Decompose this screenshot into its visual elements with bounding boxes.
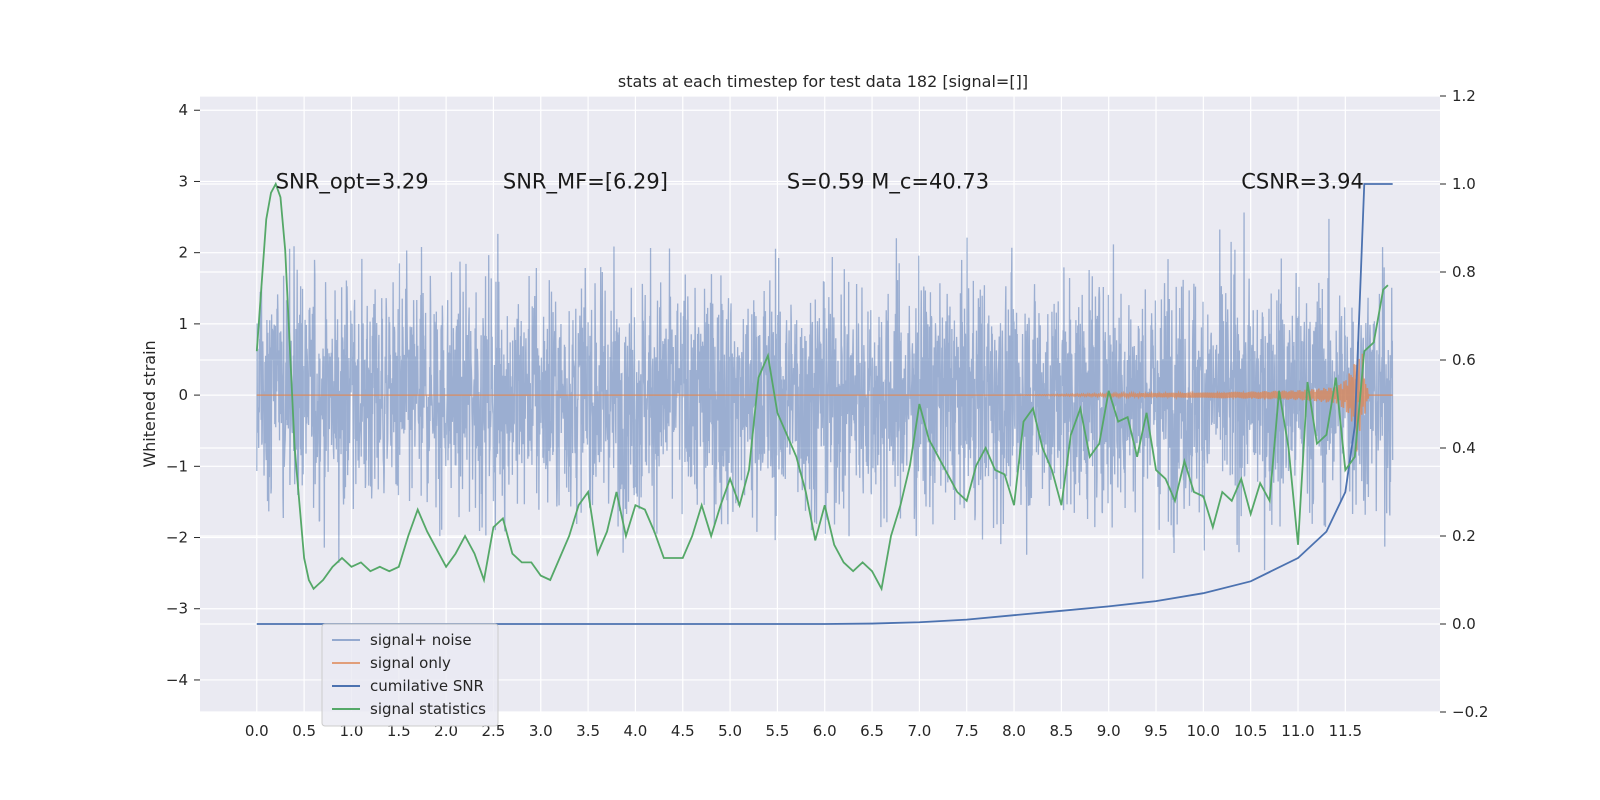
y-tick-label: −2: [166, 529, 188, 547]
signal-noise-series: [256, 212, 1394, 579]
y-tick-label: 2: [178, 244, 188, 262]
axes: 0.0 0.5 1.0 1.5 2.0 2.5 3.0 3.5 4.0 4.5 5.0 5.5 6.0 6…: [166, 87, 1489, 740]
y-tick-label: −4: [166, 671, 188, 689]
y-tick-label: 0: [178, 386, 188, 404]
y2-tick-label: 0.8: [1452, 263, 1476, 281]
y-axis-label: Whitened strain: [140, 340, 159, 467]
y2-tick-label: 0.0: [1452, 615, 1476, 633]
y-tick-label: −1: [166, 457, 188, 475]
x-tick-label: 4.5: [671, 722, 695, 740]
legend-label: signal+ noise: [370, 631, 472, 649]
y-tick-label: 1: [178, 315, 188, 333]
annotation-csnr: CSNR=3.94: [1241, 169, 1364, 193]
x-tick-label: 5.5: [765, 722, 789, 740]
cumulative-snr-line: [256, 183, 1393, 625]
signal-statistics-line: [255, 181, 1389, 592]
legend-label: signal only: [370, 654, 451, 672]
y-tick-label: −3: [166, 600, 188, 618]
x-tick-label: 3.0: [529, 722, 553, 740]
y-tick-label: 3: [178, 172, 188, 190]
legend-box: [321, 623, 499, 727]
x-tick-label: 6.0: [813, 722, 837, 740]
x-tick-label: 11.0: [1281, 722, 1314, 740]
y2-tick-label: 0.4: [1452, 439, 1476, 457]
signal-noise-line: [256, 212, 1394, 579]
legend-label: cumilative SNR: [370, 677, 484, 695]
annotation-snr-opt: SNR_opt=3.29: [276, 169, 429, 194]
x-tick-label: 7.0: [907, 722, 931, 740]
legend: signal+ noise signal only cumilative SNR si…: [321, 623, 499, 727]
y2-tick-label: 0.6: [1452, 351, 1476, 369]
annotation-snr-mf: SNR_MF=[6.29]: [503, 169, 668, 194]
y2-tick-label: −0.2: [1452, 703, 1488, 721]
y2-tick-label: 0.2: [1452, 527, 1476, 545]
y2-tick-label: 1.2: [1452, 87, 1476, 105]
x-tick-label: 8.5: [1049, 722, 1073, 740]
x-tick-label: 9.0: [1097, 722, 1121, 740]
x-tick-label: 9.5: [1144, 722, 1168, 740]
x-tick-label: 10.0: [1187, 722, 1220, 740]
x-tick-label: 5.0: [718, 722, 742, 740]
x-tick-label: 0.0: [245, 722, 269, 740]
x-tick-label: 11.5: [1329, 722, 1362, 740]
signal-only-line: [256, 353, 1393, 452]
x-tick-label: 6.5: [860, 722, 884, 740]
y-tick-label: 4: [178, 101, 188, 119]
series-lines: [255, 181, 1393, 625]
chart-title: stats at each timestep for test data 182…: [618, 72, 1028, 91]
x-tick-label: 7.5: [955, 722, 979, 740]
x-tick-label: 4.0: [623, 722, 647, 740]
y2-tick-label: 1.0: [1452, 175, 1476, 193]
x-tick-label: 10.5: [1234, 722, 1267, 740]
legend-label: signal statistics: [370, 700, 486, 718]
annotation-s-mc: S=0.59 M_c=40.73: [787, 169, 989, 194]
x-tick-label: 3.5: [576, 722, 600, 740]
annotations: SNR_opt=3.29 SNR_MF=[6.29] S=0.59 M_c=40.7…: [276, 169, 1364, 194]
x-tick-label: 0.5: [292, 722, 316, 740]
x-tick-label: 8.0: [1002, 722, 1026, 740]
